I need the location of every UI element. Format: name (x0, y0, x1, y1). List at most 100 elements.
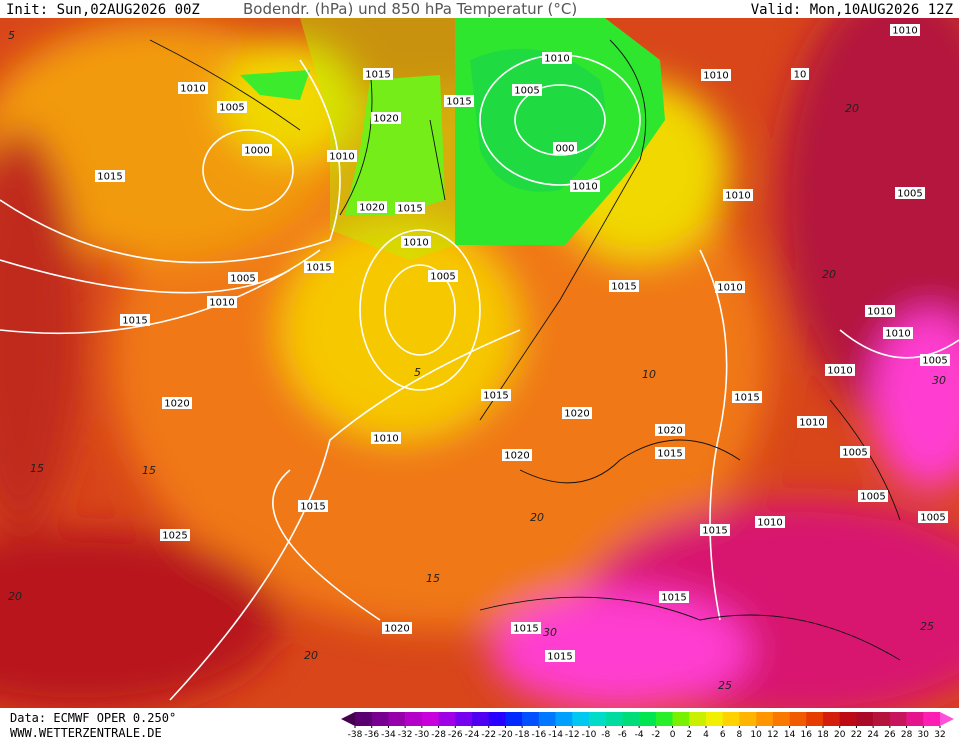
colorbar-cell (371, 712, 389, 726)
isobar-label: 1020 (359, 203, 384, 214)
isobar-label: 1005 (219, 103, 244, 114)
isobar-label-bg (918, 511, 948, 523)
colorbar-cell (505, 712, 523, 726)
isobar-label-bg (755, 516, 785, 528)
website: WWW.WETTERZENTRALE.DE (10, 726, 162, 740)
isobar-label-bg (304, 261, 334, 273)
temperature-label: 20 (8, 590, 22, 603)
isobar-label-bg (732, 391, 762, 403)
colorbar-tick-label: 4 (703, 730, 709, 740)
temperature-label: 25 (920, 620, 934, 633)
colorbar-cell (472, 712, 490, 726)
isobar-label: 000 (555, 144, 574, 155)
isobar-label: 1020 (504, 451, 529, 462)
isobar-label-bg (512, 84, 542, 96)
isobar-label-bg (542, 52, 572, 64)
isobar-label: 1010 (892, 26, 917, 37)
temperature-label: 25 (718, 679, 732, 692)
colorbar-cell (538, 712, 556, 726)
isobar-label: 1015 (306, 263, 331, 274)
isobar-label-bg (371, 432, 401, 444)
colorbar-cell (572, 712, 590, 726)
isobar-label-bg (895, 187, 925, 199)
isobar-label: 1005 (230, 274, 255, 285)
colorbar-cell (889, 712, 907, 726)
isobar-label: 1010 (867, 307, 892, 318)
colorbar-arrow (341, 712, 355, 726)
colorbar-cell (421, 712, 439, 726)
colorbar-cell (873, 712, 891, 726)
isobar-label-bg (791, 68, 809, 80)
isobar-label: 1005 (514, 86, 539, 97)
isobar-label: 1010 (209, 298, 234, 309)
isobar-label-bg (95, 170, 125, 182)
colorbar-cell (806, 712, 824, 726)
isobar-label-bg (228, 272, 258, 284)
isobar-label-bg (382, 622, 412, 634)
colorbar-tick-label: -14 (548, 730, 563, 740)
isobar-label: 1005 (842, 448, 867, 459)
temperature-label: 15 (30, 462, 44, 475)
isobar-label: 1010 (373, 434, 398, 445)
isobar-label-bg (395, 202, 425, 214)
temperature-label: 20 (845, 102, 859, 115)
colorbar-tick-label: -18 (515, 730, 530, 740)
isobar-label-bg (444, 95, 474, 107)
colorbar-tick-label: -30 (415, 730, 430, 740)
colorbar-cell (589, 712, 607, 726)
colorbar-cell (722, 712, 740, 726)
colorbar-cell (706, 712, 724, 726)
isobar-label: 1015 (365, 70, 390, 81)
isobar-label-bg (840, 446, 870, 458)
colorbar-cell (639, 712, 657, 726)
isobar-label: 1015 (397, 204, 422, 215)
colorbar-cell (655, 712, 673, 726)
colorbar-tick-label: -32 (398, 730, 413, 740)
isobar-label: 1015 (661, 593, 686, 604)
colorbar-cell (355, 712, 373, 726)
init-text: Init: Sun,02AUG2026 00Z (6, 2, 200, 18)
temperature-label: 15 (142, 464, 156, 477)
colorbar-tick-label: 22 (851, 730, 862, 740)
valid-text: Valid: Mon,10AUG2026 12Z (751, 2, 953, 18)
colorbar-cell (689, 712, 707, 726)
isobar-label-bg (858, 490, 888, 502)
colorbar-cell (789, 712, 807, 726)
isobar-label: 1015 (300, 502, 325, 513)
isobar-label: 1005 (897, 189, 922, 200)
colorbar-cell (388, 712, 406, 726)
isobar-label: 1015 (734, 393, 759, 404)
colorbar-tick-label: 6 (720, 730, 726, 740)
isobar-label-bg (511, 622, 541, 634)
isobar-label-bg (797, 416, 827, 428)
colorbar-tick-label: -4 (635, 730, 644, 740)
isobar-label: 1010 (799, 418, 824, 429)
colorbar-tick-label: -10 (582, 730, 597, 740)
isobar-label-bg (120, 314, 150, 326)
colorbar-tick-label: -2 (651, 730, 660, 740)
colorbar-tick-label: -20 (498, 730, 513, 740)
isobar-label-bg (242, 144, 272, 156)
colorbar-tick-label: -12 (565, 730, 580, 740)
isobar-label: 1010 (725, 191, 750, 202)
colorbar-tick-label: 32 (934, 730, 945, 740)
colorbar-tick-label: -6 (618, 730, 627, 740)
isobar-label: 1015 (547, 652, 572, 663)
isobar-label-bg (502, 449, 532, 461)
isobar-label: 1015 (97, 172, 122, 183)
temperature-label: 30 (932, 374, 946, 387)
temperature-label: 5 (8, 29, 15, 42)
isobar-label-bg (562, 407, 592, 419)
isobar-label: 1020 (164, 399, 189, 410)
colorbar-tick-label: 2 (686, 730, 692, 740)
isobar-label-bg (298, 500, 328, 512)
isobar-label: 1015 (702, 526, 727, 537)
isobar-label: 1000 (244, 146, 269, 157)
colorbar-tick-label: -16 (532, 730, 547, 740)
colorbar-cell (522, 712, 540, 726)
colorbar-cell (555, 712, 573, 726)
isobar-label: 1010 (403, 238, 428, 249)
colorbar-tick-label: 26 (884, 730, 896, 740)
colorbar-cell (405, 712, 423, 726)
